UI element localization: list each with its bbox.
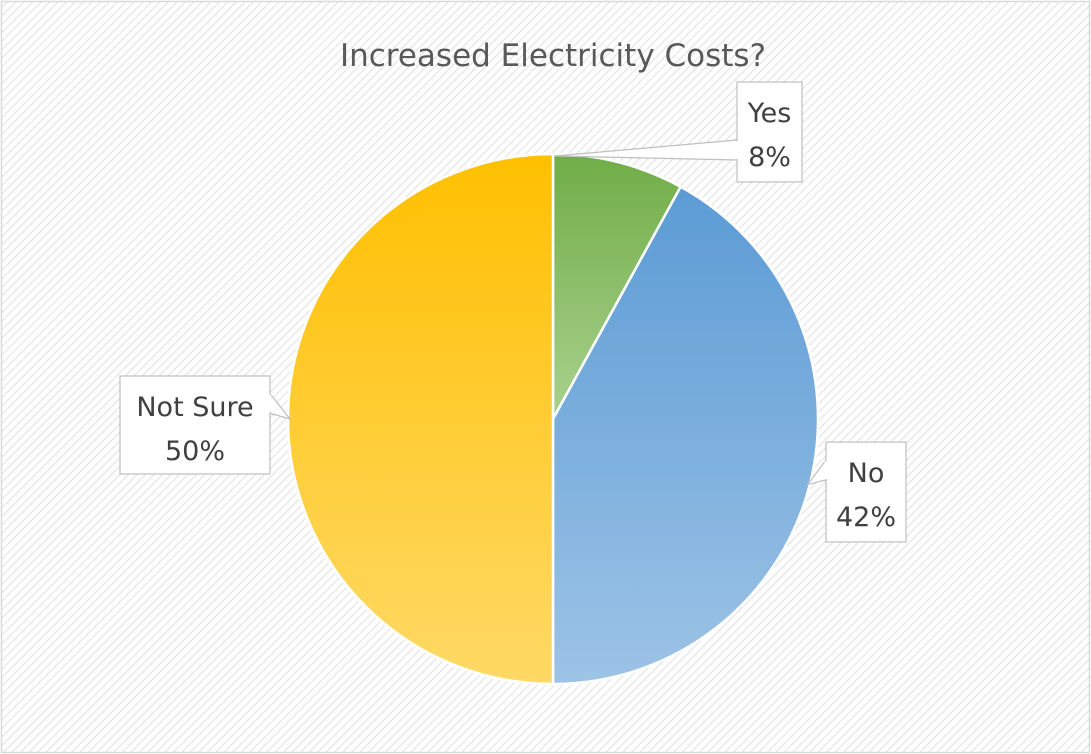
callout-leaders: [269, 139, 827, 486]
pie-slices: [286, 152, 820, 686]
pie-slice-no: [551, 185, 820, 686]
data-label-category: Not Sure: [136, 392, 253, 423]
callout-box: [825, 441, 907, 543]
data-label-yes: Yes 8%: [735, 81, 803, 183]
callout-box: [119, 375, 271, 475]
data-label-category: Yes: [747, 98, 792, 129]
data-label-value: 8%: [748, 142, 791, 173]
chart-title: Increased Electricity Costs?: [340, 38, 766, 74]
pie-slice-yes: [551, 152, 682, 421]
callout-labels: Yes 8% No 42% Not Sure 50%: [119, 81, 907, 543]
callout-box: [736, 81, 803, 183]
data-label-category: No: [848, 458, 885, 489]
data-label-not-sure: Not Sure 50%: [119, 375, 272, 475]
data-label-value: 42%: [836, 502, 896, 533]
data-label-value: 50%: [165, 436, 225, 467]
data-label-no: No 42%: [824, 441, 907, 543]
